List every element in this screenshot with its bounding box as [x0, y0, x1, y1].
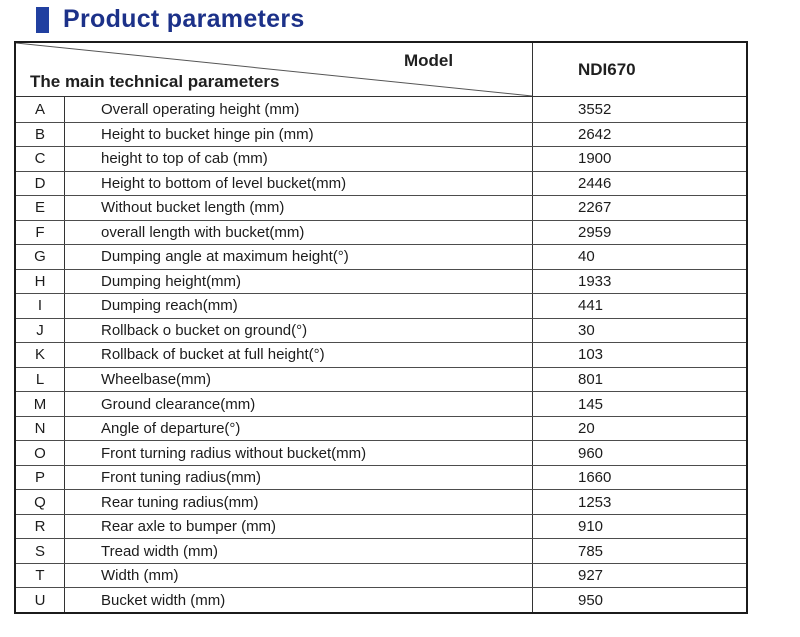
row-param: Angle of departure(°): [65, 416, 533, 441]
table-row: H Dumping height(mm) 1933: [16, 268, 746, 294]
row-param: Rollback of bucket at full height(°): [65, 343, 533, 367]
table-row: C height to top of cab (mm) 1900: [16, 146, 746, 171]
row-param: Rear tuning radius(mm): [65, 490, 533, 514]
row-value: 1253: [578, 493, 612, 511]
row-value: 2267: [578, 199, 612, 217]
row-value: 910: [578, 518, 604, 536]
header-corner-cell: Model The main technical parameters: [16, 43, 533, 96]
row-value: 30: [578, 321, 595, 339]
table-row: R Rear axle to bumper (mm) 910: [16, 513, 746, 539]
table-row: I Dumping reach(mm) 441: [16, 293, 746, 318]
row-param: Wheelbase(mm): [65, 367, 533, 392]
row-param: height to top of cab (mm): [65, 147, 533, 171]
row-param: Height to bucket hinge pin (mm): [65, 122, 533, 147]
row-key: H: [16, 269, 65, 294]
row-value: 801: [578, 371, 604, 389]
row-param: Front tuning radius(mm): [65, 465, 533, 490]
row-param: overall length with bucket(mm): [65, 220, 533, 245]
row-value: 20: [578, 420, 595, 438]
row-key: Q: [16, 490, 65, 514]
row-param: Overall operating height (mm): [65, 97, 533, 122]
row-value: 2446: [578, 174, 612, 192]
row-param: Width (mm): [65, 563, 533, 588]
title-accent-bar: [36, 6, 49, 33]
row-key: C: [16, 147, 65, 171]
table-row: P Front tuning radius(mm) 1660: [16, 464, 746, 490]
row-key: F: [16, 220, 65, 245]
table-header: Model The main technical parameters NDI6…: [16, 43, 746, 97]
row-key: A: [16, 97, 65, 122]
row-param: Dumping height(mm): [65, 269, 533, 294]
row-value: 1660: [578, 469, 612, 487]
table-row: L Wheelbase(mm) 801: [16, 366, 746, 392]
row-value: 950: [578, 591, 604, 609]
table-row: K Rollback of bucket at full height(°) 1…: [16, 342, 746, 367]
row-key: M: [16, 392, 65, 416]
header-model-label: Model: [404, 51, 454, 70]
table-row: O Front turning radius without bucket(mm…: [16, 440, 746, 465]
row-param: Dumping angle at maximum height(°): [65, 245, 533, 269]
row-key: G: [16, 245, 65, 269]
table-row: Q Rear tuning radius(mm) 1253: [16, 489, 746, 514]
table-row: S Tread width (mm) 785: [16, 538, 746, 563]
row-key: I: [16, 294, 65, 318]
table-row: B Height to bucket hinge pin (mm) 2642: [16, 121, 746, 147]
row-key: K: [16, 343, 65, 367]
row-key: D: [16, 171, 65, 196]
header-parameters-label: The main technical parameters: [30, 72, 280, 91]
table-row: J Rollback o bucket on ground(°) 30: [16, 317, 746, 343]
page-title: Product parameters: [63, 5, 305, 33]
table-row: A Overall operating height (mm) 3552: [16, 97, 746, 122]
row-value: 1933: [578, 272, 612, 290]
row-value: 927: [578, 567, 604, 585]
row-value: 960: [578, 444, 604, 462]
table-row: U Bucket width (mm) 950: [16, 587, 746, 612]
row-value: 441: [578, 297, 604, 315]
row-value: 3552: [578, 100, 612, 118]
table-row: T Width (mm) 927: [16, 562, 746, 588]
row-key: L: [16, 367, 65, 392]
row-key: E: [16, 196, 65, 220]
row-value: 2642: [578, 125, 612, 143]
row-param: Bucket width (mm): [65, 588, 533, 612]
row-param: Without bucket length (mm): [65, 196, 533, 220]
row-key: S: [16, 539, 65, 563]
section-header: Product parameters: [36, 5, 305, 34]
row-key: T: [16, 563, 65, 588]
table-row: G Dumping angle at maximum height(°) 40: [16, 244, 746, 269]
row-key: U: [16, 588, 65, 612]
table-row: M Ground clearance(mm) 145: [16, 391, 746, 416]
row-param: Tread width (mm): [65, 539, 533, 563]
table-row: N Angle of departure(°) 20: [16, 415, 746, 441]
row-param: Height to bottom of level bucket(mm): [65, 171, 533, 196]
row-key: R: [16, 514, 65, 539]
table-row: F overall length with bucket(mm) 2959: [16, 219, 746, 245]
row-key: B: [16, 122, 65, 147]
row-param: Ground clearance(mm): [65, 392, 533, 416]
row-value: 103: [578, 346, 604, 364]
table-body: A Overall operating height (mm) 3552 B H…: [16, 97, 746, 612]
row-param: Dumping reach(mm): [65, 294, 533, 318]
row-value: 785: [578, 542, 604, 560]
row-key: J: [16, 318, 65, 343]
header-model-value: NDI670: [578, 59, 636, 79]
table-row: E Without bucket length (mm) 2267: [16, 195, 746, 220]
row-value: 1900: [578, 150, 612, 168]
diagonal-divider: [16, 43, 532, 96]
row-param: Rear axle to bumper (mm): [65, 514, 533, 539]
row-value: 2959: [578, 223, 612, 241]
row-param: Rollback o bucket on ground(°): [65, 318, 533, 343]
row-key: N: [16, 416, 65, 441]
row-param: Front turning radius without bucket(mm): [65, 441, 533, 465]
row-key: O: [16, 441, 65, 465]
row-value: 40: [578, 248, 595, 266]
table-row: D Height to bottom of level bucket(mm) 2…: [16, 170, 746, 196]
row-key: P: [16, 465, 65, 490]
row-value: 145: [578, 395, 604, 413]
spec-table: Model The main technical parameters NDI6…: [14, 41, 748, 614]
